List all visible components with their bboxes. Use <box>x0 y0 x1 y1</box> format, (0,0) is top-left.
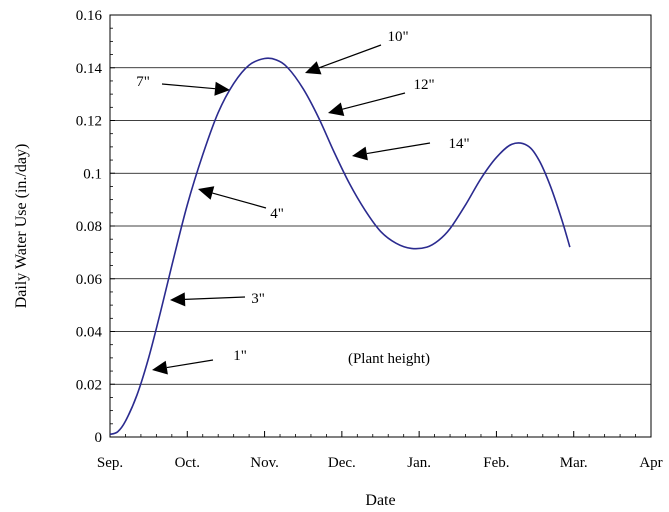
y-tick-label: 0.14 <box>76 61 103 77</box>
height-annotation: 4" <box>270 206 284 222</box>
x-tick-label: Nov. <box>250 455 279 471</box>
x-tick-label: Oct. <box>175 455 200 471</box>
series-line <box>109 57 571 436</box>
arrow-head <box>198 186 215 200</box>
height-annotation: 7" <box>136 74 150 90</box>
arrow-shaft <box>184 296 246 301</box>
x-axis-label: Date <box>365 492 395 509</box>
y-tick-label: 0.08 <box>76 219 102 235</box>
y-tick-label: 0.04 <box>76 325 103 341</box>
x-tick-label: Feb. <box>483 455 509 471</box>
arrow-shaft <box>212 192 267 209</box>
x-tick-label: Apr <box>639 455 662 471</box>
plant-height-note: (Plant height) <box>348 351 430 367</box>
y-tick-label: 0.06 <box>76 272 103 288</box>
x-tick-label: Jan. <box>407 455 431 471</box>
arrow-head <box>352 146 368 161</box>
x-tick-label: Sep. <box>97 455 123 471</box>
gridlines <box>110 67 651 385</box>
y-tick-label: 0 <box>95 430 103 446</box>
y-axis-ticks: 0 0.02 0.04 0.06 0.08 0.1 0.12 0.14 0.16 <box>76 8 115 446</box>
height-annotation: 10" <box>387 29 408 45</box>
arrow-shaft <box>342 92 406 110</box>
x-tick-label: Mar. <box>560 455 588 471</box>
y-tick-label: 0.02 <box>76 377 102 393</box>
x-axis-ticks: Sep. Oct. Nov. Dec. Jan. Feb. Mar. Apr <box>97 431 663 471</box>
arrow-shaft <box>166 359 214 369</box>
height-annotation: 3" <box>251 291 265 307</box>
arrow-head <box>214 81 230 96</box>
y-tick-label: 0.16 <box>76 8 103 24</box>
arrow-head <box>170 292 186 307</box>
height-annotation: 1" <box>233 348 247 364</box>
height-annotation: 14" <box>448 136 469 152</box>
arrow-shaft <box>318 44 382 69</box>
y-tick-label: 0.1 <box>83 166 102 182</box>
annotations: 1" 3" 4" 7" 10" 12" 14" (Plant height) <box>136 29 469 367</box>
arrow-head <box>152 360 168 375</box>
plot-frame <box>109 14 652 438</box>
arrow-shaft <box>366 142 431 155</box>
annotation-arrows <box>152 44 431 375</box>
arrow-head <box>328 102 345 116</box>
y-axis-label: Daily Water Use (in./day) <box>13 144 30 309</box>
x-tick-label: Dec. <box>328 455 356 471</box>
arrow-head <box>305 61 322 75</box>
y-tick-label: 0.12 <box>76 114 102 130</box>
height-annotation: 12" <box>413 77 434 93</box>
arrow-shaft <box>161 83 216 90</box>
